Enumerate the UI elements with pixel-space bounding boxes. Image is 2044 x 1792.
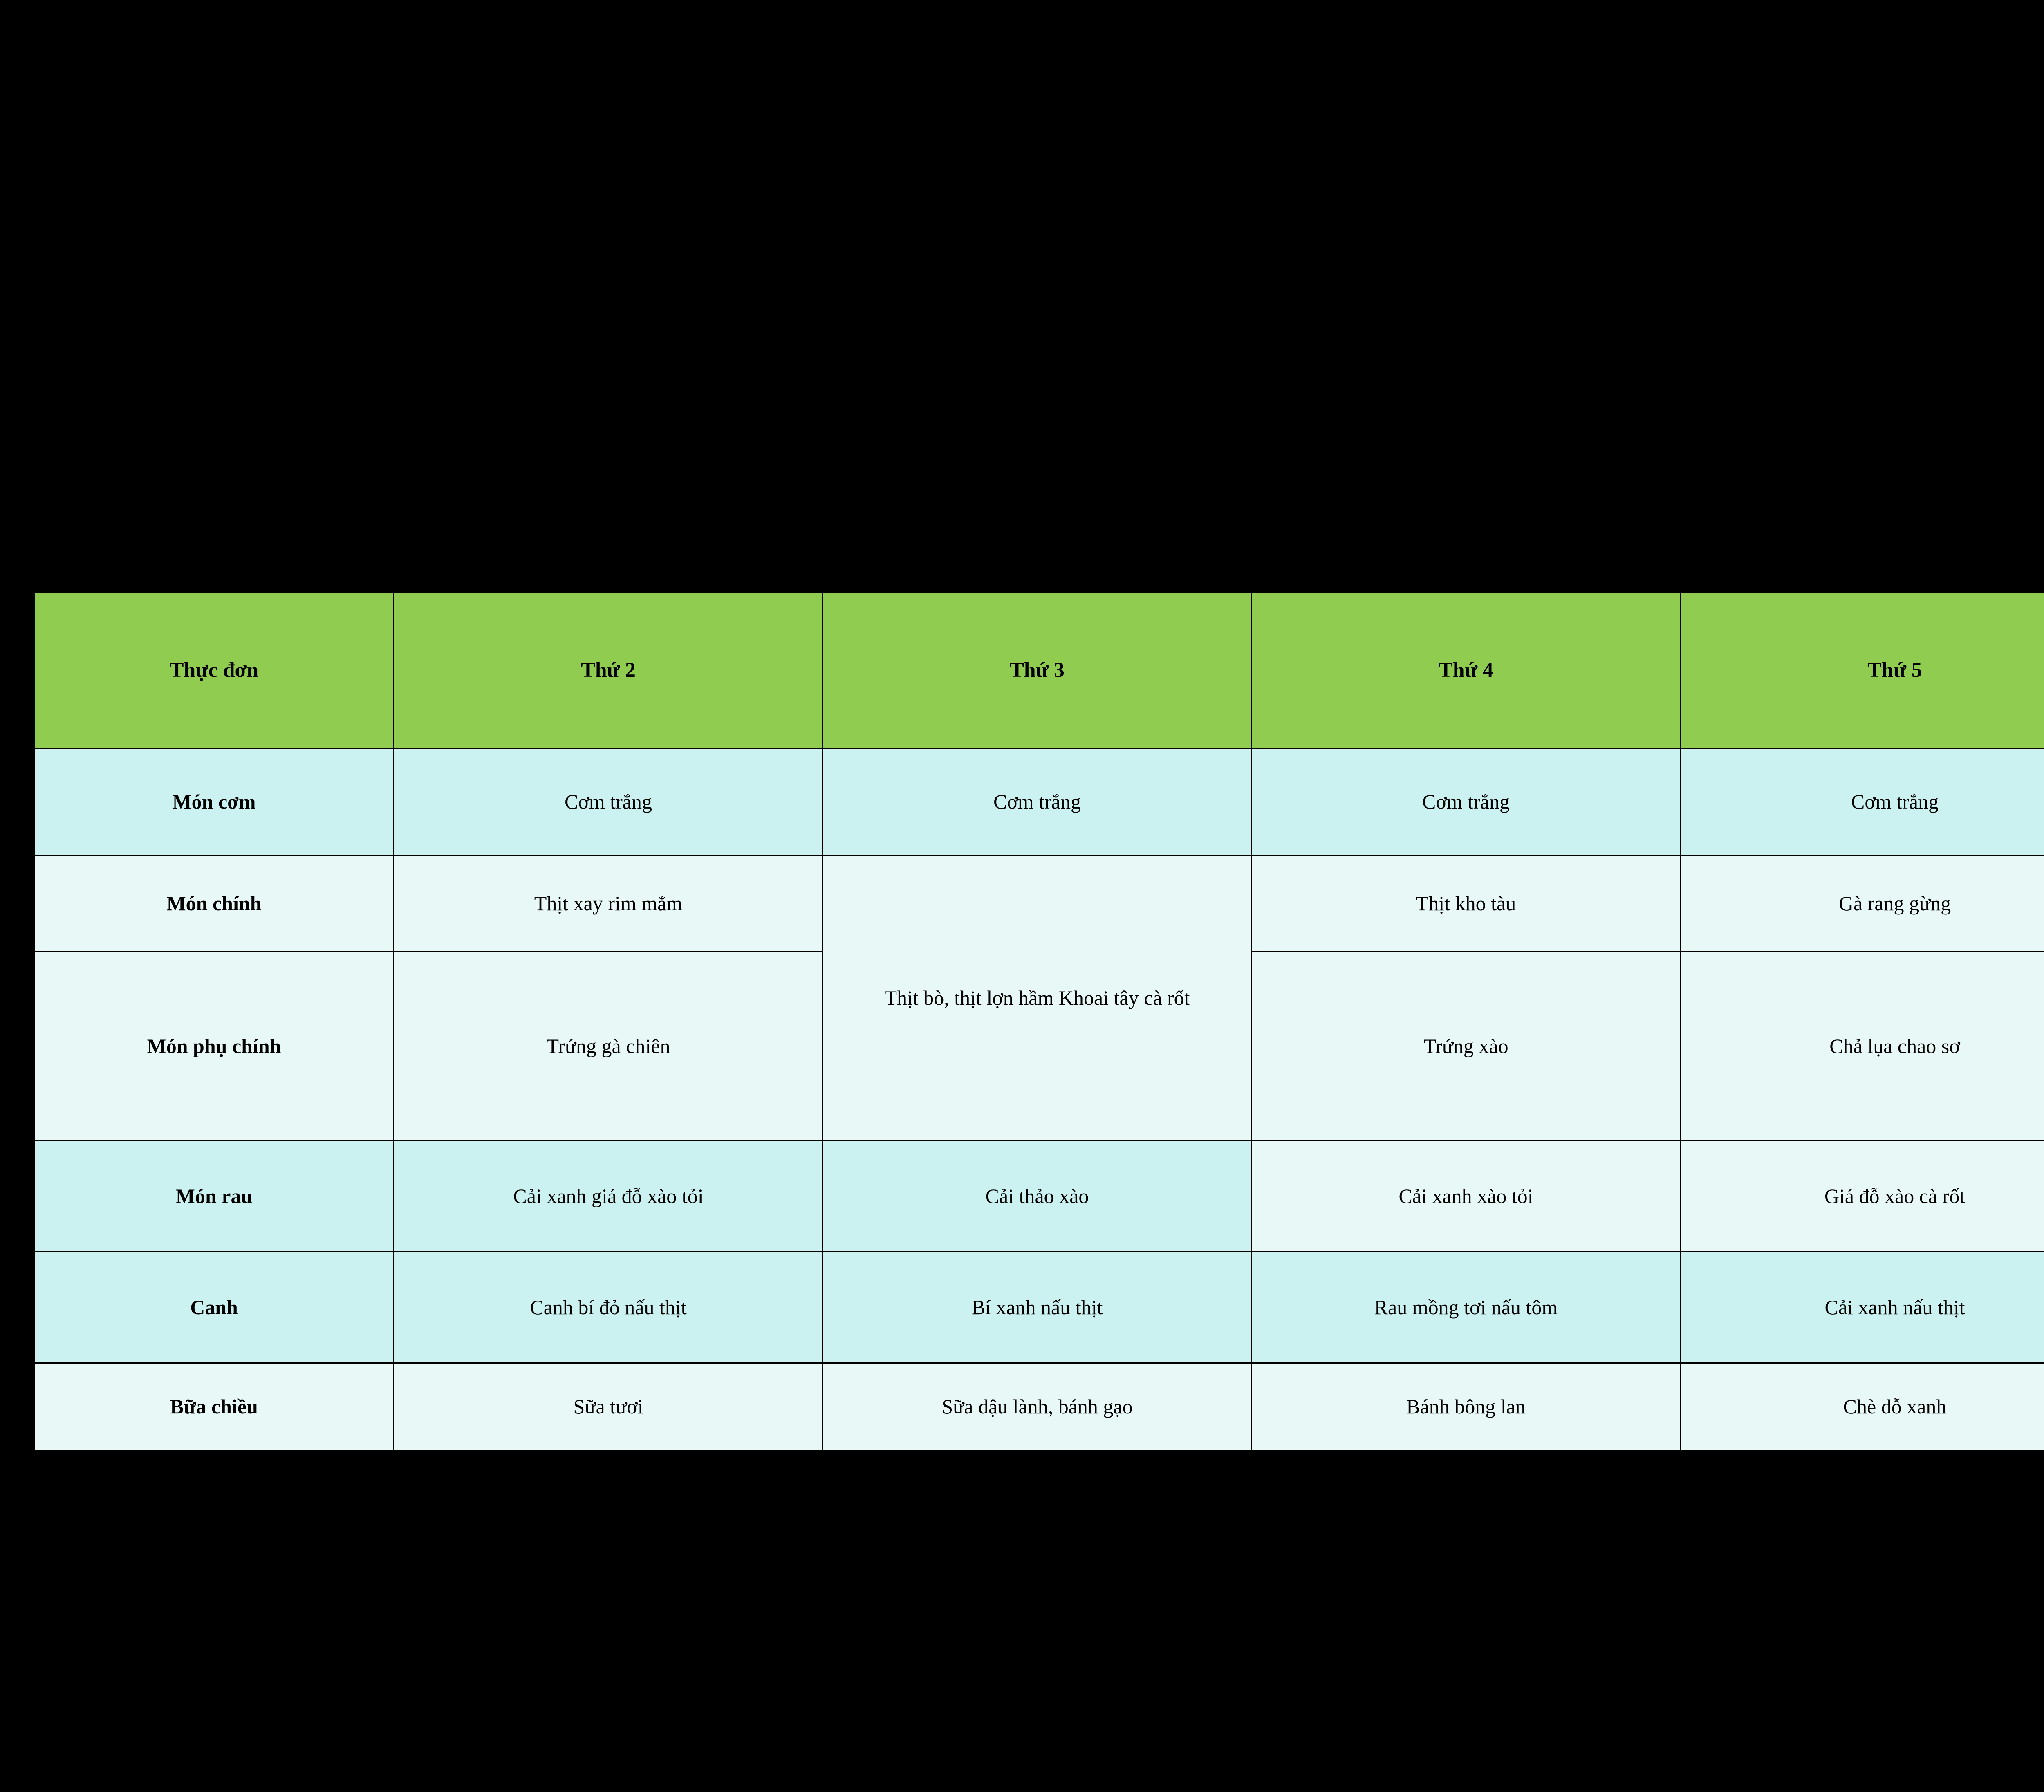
page-title: THỰC ĐƠN TUẦN 1 & 3 THÁNG 01 NĂM 2024 (865, 264, 1709, 308)
organization-name-line-2: TRƯỜNG TIỂU HỌC THÀNH TÔ (1051, 163, 1523, 197)
cell-bua-chieu-thu-3: Sữa đậu lành, bánh gạo (822, 1362, 1252, 1451)
organization-name-line-1: UBND QUẬN HẢI AN (1135, 104, 1439, 138)
column-header-thu-4: Thứ 4 (1251, 591, 1681, 749)
table-row: Món chính Thịt xay rim mắm Thịt bò, thịt… (34, 855, 2044, 1141)
cell-bua-chieu-thu-2: Sữa tươi (393, 1362, 823, 1451)
header-divider-rule (1160, 213, 1414, 215)
table-header-row: Thực đơn Thứ 2 Thứ 3 Thứ 4 Thứ 5 Thứ 6 (34, 591, 2044, 749)
cell-canh-thu-4: Rau mồng tơi nấu tôm (1251, 1251, 1681, 1364)
cell-canh-thu-2: Canh bí đỏ nấu thịt (393, 1251, 823, 1364)
cell-bua-chieu-thu-4: Bánh bông lan (1251, 1362, 1681, 1451)
column-header-thu-2: Thứ 2 (393, 591, 823, 749)
cell-mon-chinh-thu-5: Gà rang gừng (1680, 855, 2044, 952)
cell-canh-thu-3: Bí xanh nấu thịt (822, 1251, 1252, 1364)
weekly-menu-table: Thực đơn Thứ 2 Thứ 3 Thứ 4 Thứ 5 Thứ 6 M… (34, 591, 2044, 1451)
cell-mon-com-thu-3: Cơm trắng (822, 748, 1252, 856)
table-row: Canh Canh bí đỏ nấu thịt Bí xanh nấu thị… (34, 1251, 2044, 1364)
row-label-mon-phu-chinh: Món phụ chính (34, 951, 394, 1141)
row-label-bua-chieu: Bữa chiều (34, 1362, 394, 1451)
signature-nguoi-lap: NGƯỜI LẬP (229, 1722, 378, 1750)
cell-mon-com-thu-5: Cơm trắng (1680, 748, 2044, 856)
cell-canh-thu-5: Cải xanh nấu thịt (1680, 1251, 2044, 1364)
cell-mon-phu-thu-2: Trứng gà chiên (393, 951, 823, 1141)
cell-mon-rau-thu-2: Cải xanh giá đỗ xào tỏi (393, 1140, 823, 1252)
column-header-menu: Thực đơn (34, 591, 394, 749)
document-header: UBND QUẬN HẢI AN TRƯỜNG TIỂU HỌC THÀNH T… (0, 0, 2044, 309)
cell-bua-chieu-thu-5: Chè đỗ xanh (1680, 1362, 2044, 1451)
table-row: Món phụ chính Trứng gà chiên Trứng xào C… (34, 951, 2044, 1141)
table-row: Bữa chiều Sữa tươi Sữa đậu lành, bánh gạ… (34, 1362, 2044, 1451)
cell-mon-chinh-thu-4: Thịt kho tàu (1251, 855, 1681, 952)
cell-mon-phu-thu-5: Chả lụa chao sơ (1680, 951, 2044, 1141)
column-header-thu-3: Thứ 3 (822, 591, 1252, 749)
menu-table-container: Thực đơn Thứ 2 Thứ 3 Thứ 4 Thứ 5 Thứ 6 M… (34, 591, 2044, 1451)
cell-mon-com-thu-4: Cơm trắng (1251, 748, 1681, 856)
cell-mon-phu-thu-4: Trứng xào (1251, 951, 1681, 1141)
signature-ban-giam-hieu-duyet: BAN GIÁM HIỆU DUYỆT (2040, 1722, 2044, 1751)
cell-mon-chinh-thu-3-merged: Thịt bò, thịt lợn hầm Khoai tây cà rốt (822, 855, 1252, 1141)
row-label-canh: Canh (34, 1251, 394, 1364)
table-row: Món cơm Cơm trắng Cơm trắng Cơm trắng Cơ… (34, 748, 2044, 856)
row-label-mon-rau: Món rau (34, 1140, 394, 1252)
cell-mon-rau-thu-4: Cải xanh xào tỏi (1251, 1140, 1681, 1252)
cell-mon-rau-thu-5: Giá đỗ xào cà rốt (1680, 1140, 2044, 1252)
row-label-mon-chinh: Món chính (34, 855, 394, 952)
table-row: Món rau Cải xanh giá đỗ xào tỏi Cải thảo… (34, 1140, 2044, 1252)
row-label-mon-com: Món cơm (34, 748, 394, 856)
signature-footer: NGƯỜI LẬP BAN GIÁM HIỆU DUYỆT (0, 1722, 2044, 1751)
cell-mon-rau-thu-3: Cải thảo xào (822, 1140, 1252, 1252)
column-header-thu-5: Thứ 5 (1680, 591, 2044, 749)
cell-mon-chinh-thu-2: Thịt xay rim mắm (393, 855, 823, 952)
cell-mon-com-thu-2: Cơm trắng (393, 748, 823, 856)
